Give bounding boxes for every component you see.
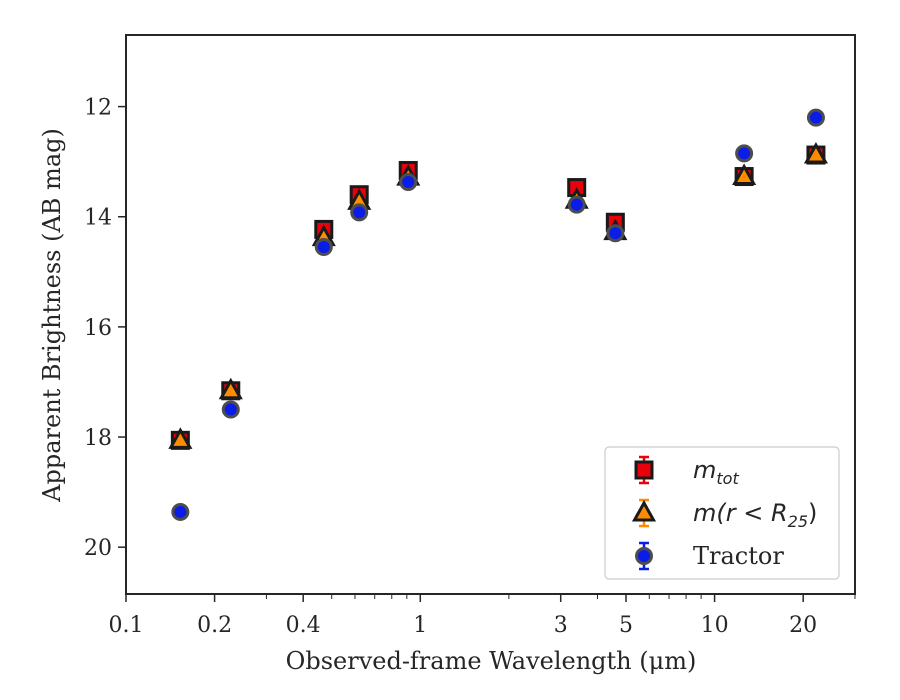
x-tick-label: 1 <box>413 613 427 638</box>
legend-frame <box>604 446 840 580</box>
y-tick-label: 20 <box>84 536 112 561</box>
mr25-point <box>732 163 757 186</box>
legend-label: m(r < R25) <box>693 499 817 531</box>
tractor-point <box>171 502 190 521</box>
tractor-point <box>567 195 586 214</box>
tractor-point <box>606 224 625 243</box>
mr25-point <box>218 377 243 400</box>
legend-label: mtot <box>693 456 739 488</box>
x-tick-label: 0.1 <box>109 613 144 638</box>
x-tick-label: 3 <box>554 613 568 638</box>
data-marks <box>168 108 828 521</box>
legend-marker <box>631 499 657 522</box>
x-tick-label: 0.4 <box>286 613 321 638</box>
x-tick-label: 0.2 <box>197 613 232 638</box>
tractor-point <box>314 238 333 257</box>
tractor-point <box>221 400 240 419</box>
mr25-point <box>803 141 828 164</box>
legend-label-main: Tractor <box>693 542 784 570</box>
axis-ticks: 0.1 0.2 0.4 1 3 5 10 20 12 14 16 18 20 <box>84 96 856 638</box>
y-axis-label: Apparent Brightness (AB mag) <box>38 128 66 503</box>
x-tick-label: 5 <box>619 613 633 638</box>
legend-marker <box>634 460 654 480</box>
legend-marker <box>635 547 653 565</box>
tractor-point <box>350 203 369 222</box>
tractor-point <box>399 173 418 192</box>
legend-label: Tractor <box>693 542 784 570</box>
plot-frame <box>125 34 856 595</box>
x-tick-label: 10 <box>701 613 729 638</box>
y-tick-label: 14 <box>84 206 112 231</box>
mr25-point <box>168 427 193 449</box>
legend: mtot m(r < R25) Tractor <box>604 446 840 580</box>
legend-label-sub: tot <box>716 469 739 488</box>
x-axis-label: Observed-frame Wavelength (μm) <box>286 647 697 675</box>
legend-label-main: m(r < R <box>693 499 788 527</box>
y-tick-label: 18 <box>84 426 112 451</box>
legend-label-tail: ) <box>808 499 817 527</box>
tractor-point <box>806 108 825 127</box>
legend-label-main: m <box>693 456 716 484</box>
x-tick-label: 20 <box>789 613 817 638</box>
y-tick-label: 16 <box>84 316 112 341</box>
tractor-point <box>735 144 754 163</box>
y-tick-label: 12 <box>84 96 112 121</box>
legend-label-sub: 25 <box>788 512 808 531</box>
